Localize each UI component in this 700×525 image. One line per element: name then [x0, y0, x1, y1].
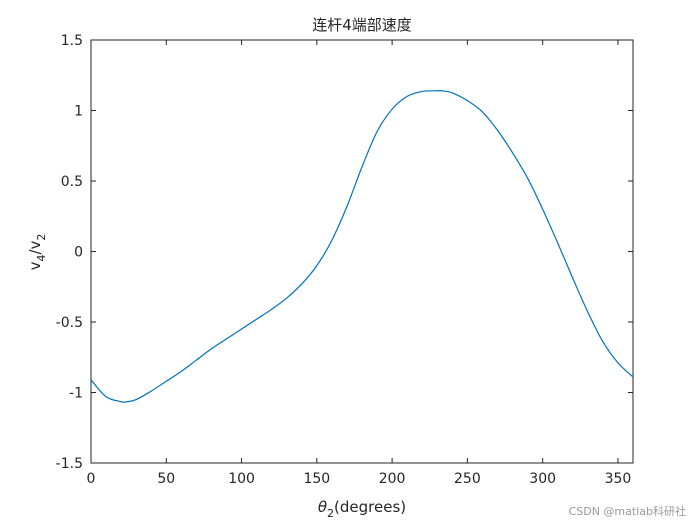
y-tick-label: -1.5: [56, 456, 83, 472]
chart-title: 连杆4端部速度: [312, 16, 412, 34]
y-tick-label: 1: [74, 104, 83, 120]
series-line: [90, 89, 634, 403]
x-tick-label: 200: [379, 471, 406, 487]
x-tick-label: 100: [228, 471, 255, 487]
x-tick-label: 50: [157, 471, 175, 487]
watermark-text: CSDN @matlab科研社: [568, 505, 686, 518]
y-tick-label: -1: [69, 386, 83, 402]
x-axis-label: θ2(degrees): [318, 498, 406, 520]
x-tick-label: 300: [529, 471, 556, 487]
y-tick-label: 0: [74, 245, 83, 261]
y-tick-label: 1.5: [61, 33, 83, 49]
y-axis-label: v4/v2: [26, 234, 48, 271]
x-axis: 0 50 100 150 200 250 300 350: [87, 40, 632, 487]
x-tick-label: 0: [87, 471, 96, 487]
plot-area: [90, 39, 634, 464]
y-tick-label: -0.5: [56, 315, 83, 331]
y-axis: -1.5 -1 -0.5 0 0.5 1 1.5: [56, 33, 633, 472]
x-tick-label: 250: [454, 471, 481, 487]
x-tick-label: 150: [303, 471, 330, 487]
x-tick-label: 350: [605, 471, 632, 487]
y-tick-label: 0.5: [61, 174, 83, 190]
